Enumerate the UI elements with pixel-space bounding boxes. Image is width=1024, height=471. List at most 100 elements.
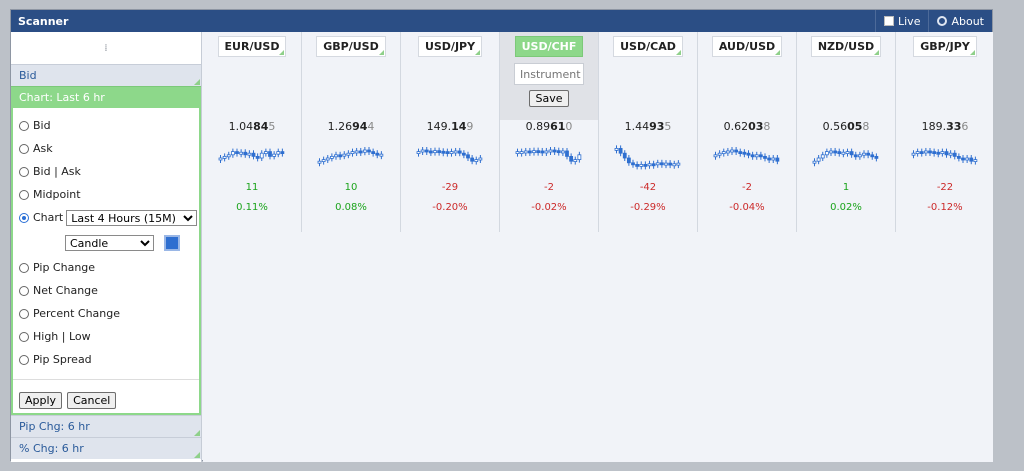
instrument-column[interactable]: USD/CAD 1.44935 -42 -0.29% — [599, 32, 698, 232]
chart-period-select[interactable]: Last 4 Hours (15M) — [66, 209, 198, 226]
candle-sparkline — [911, 147, 978, 165]
radio-chart[interactable] — [19, 212, 29, 223]
radio-midpoint[interactable] — [19, 189, 29, 200]
percent-change: 0.08% — [335, 202, 367, 213]
instrument-header: GBP/USD — [302, 32, 400, 120]
instrument-column[interactable]: AUD/USD 0.62038 -2 -0.04% — [698, 32, 797, 232]
option-chart[interactable]: Chart Last 4 Hours (15M) — [13, 206, 199, 229]
candle-body — [272, 153, 277, 157]
instrument-column[interactable]: USD/JPY 149.149 -29 -0.20% — [401, 32, 500, 232]
instrument-column[interactable]: EUR/USD 1.04845 11 0.11% — [203, 32, 302, 232]
live-toggle[interactable]: Live — [875, 10, 928, 32]
instrument-name-tag[interactable]: AUD/USD — [711, 36, 783, 57]
price-main: 1.04 — [228, 120, 254, 133]
price-display: 189.336 — [896, 120, 994, 138]
price-fraction: 0 — [565, 120, 573, 133]
pip-change: 10 — [344, 182, 358, 193]
radio-bid[interactable] — [19, 120, 29, 131]
option-pip-spread[interactable]: Pip Spread — [13, 348, 199, 371]
option-midpoint[interactable]: Midpoint — [13, 183, 199, 206]
option-bid[interactable]: Bid — [13, 114, 199, 137]
save-button[interactable]: Save — [529, 90, 569, 107]
option-bid-ask[interactable]: Bid | Ask — [13, 160, 199, 183]
candle-body — [560, 150, 565, 154]
price-main: 0.56 — [822, 120, 848, 133]
live-checkbox[interactable] — [884, 16, 894, 26]
radio-ask[interactable] — [19, 143, 29, 154]
pip-change: 1 — [842, 182, 850, 193]
price-display: 1.04845 — [203, 120, 301, 138]
instrument-name: AUD/USD — [718, 40, 776, 53]
instrument-header: EUR/USD — [203, 32, 301, 120]
candle-body — [956, 155, 961, 159]
price-fraction: 8 — [763, 120, 771, 133]
candle-body — [643, 163, 648, 167]
instrument-column[interactable]: USD/CHF Save 0.89610 -2 -0.02% — [500, 32, 599, 232]
candle-body — [639, 163, 644, 167]
radio-bid-ask[interactable] — [19, 166, 29, 177]
candle-body — [742, 151, 747, 155]
instrument-header: USD/JPY — [401, 32, 499, 120]
price-pips: 33 — [946, 120, 962, 133]
radio-percent-change[interactable] — [19, 308, 29, 319]
instrument-name: USD/CHF — [521, 40, 577, 53]
instrument-input[interactable] — [514, 63, 584, 85]
instrument-name-tag[interactable]: GBP/JPY — [913, 36, 977, 57]
about-icon — [937, 16, 948, 26]
option-high-low[interactable]: High | Low — [13, 325, 199, 348]
section-chart[interactable]: Chart: Last 6 hr — [11, 86, 201, 108]
candle-body — [672, 163, 677, 167]
candle-body — [544, 150, 549, 154]
instrument-name-tag[interactable]: USD/JPY — [417, 36, 483, 57]
instrument-name-tag[interactable]: USD/CAD — [613, 36, 683, 57]
live-label: Live — [898, 14, 921, 28]
candle-body — [276, 151, 281, 155]
candle-sparkline — [812, 147, 879, 167]
radio-pip-spread[interactable] — [19, 354, 29, 365]
candle-body — [973, 159, 978, 163]
apply-button[interactable]: Apply — [19, 392, 63, 409]
percent-change: -0.12% — [927, 202, 963, 213]
instrument-column[interactable]: NZD/USD 0.56058 1 0.02% — [797, 32, 896, 232]
instrument-name-tag[interactable]: EUR/USD — [217, 36, 287, 57]
option-pip-change[interactable]: Pip Change — [13, 256, 199, 279]
cancel-button[interactable]: Cancel — [67, 392, 117, 409]
instrument-column[interactable]: GBP/USD 1.26944 10 0.08% — [302, 32, 401, 232]
candle-sparkline — [416, 147, 483, 165]
about-button[interactable]: About — [928, 10, 992, 32]
candle-body — [536, 150, 541, 154]
option-percent-change[interactable]: Percent Change — [13, 302, 199, 325]
price-fraction: 5 — [268, 120, 276, 133]
candle-sparkline — [218, 148, 285, 163]
option-net-change[interactable]: Net Change — [13, 279, 199, 302]
candle-body — [263, 151, 268, 155]
chart-style-select[interactable]: Candle — [65, 234, 154, 251]
candle-body — [478, 157, 483, 161]
candle-body — [771, 157, 776, 161]
candle-body — [866, 152, 871, 156]
candle-body — [730, 149, 734, 153]
candle-body — [218, 157, 223, 161]
candle-body — [251, 152, 256, 157]
instrument-name-tag[interactable]: USD/CHF — [514, 36, 584, 57]
title-bar: Scanner Live About — [11, 10, 992, 32]
section-pip-change[interactable]: Pip Chg: 6 hr — [11, 415, 201, 437]
candle-sparkline — [515, 147, 582, 165]
radio-pip-change[interactable] — [19, 262, 29, 273]
section-percent-change[interactable]: % Chg: 6 hr — [11, 437, 201, 459]
corner-marker-icon — [475, 50, 481, 55]
instrument-name-tag[interactable]: NZD/USD — [810, 36, 882, 57]
candle-body — [763, 155, 767, 159]
panel-divider — [13, 379, 199, 380]
instrument-name-tag[interactable]: GBP/USD — [316, 36, 386, 57]
section-bid[interactable]: Bid — [11, 64, 201, 86]
candle-body — [573, 159, 578, 163]
price-display: 0.56058 — [797, 120, 895, 138]
instrument-name: GBP/USD — [323, 40, 379, 53]
grip-icon[interactable]: ⁞ — [104, 42, 108, 54]
option-ask[interactable]: Ask — [13, 137, 199, 160]
radio-net-change[interactable] — [19, 285, 29, 296]
radio-high-low[interactable] — [19, 331, 29, 342]
instrument-column[interactable]: GBP/JPY 189.336 -22 -0.12% — [896, 32, 995, 232]
chart-color-picker[interactable] — [164, 234, 180, 251]
